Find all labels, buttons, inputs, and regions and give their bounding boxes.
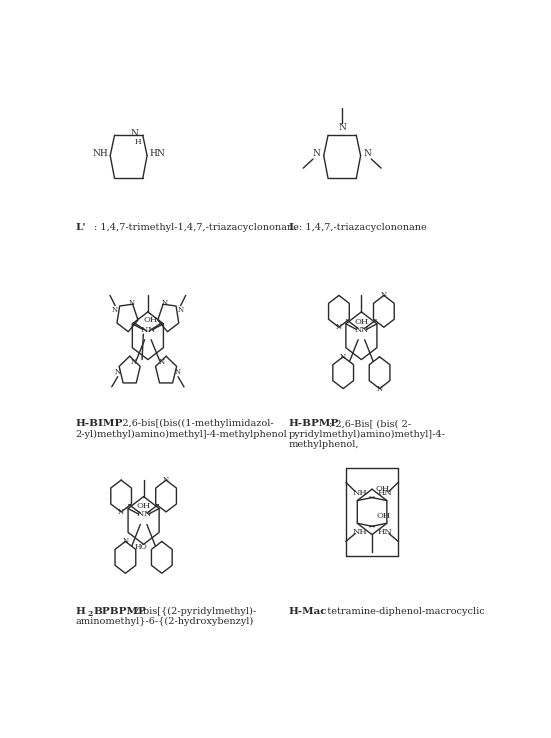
Text: N: N xyxy=(354,325,362,334)
Text: N: N xyxy=(115,368,121,376)
Text: N: N xyxy=(336,323,342,331)
Text: 2: 2 xyxy=(88,610,93,618)
Text: H-Mac: H-Mac xyxy=(289,607,327,615)
Text: N: N xyxy=(313,149,321,159)
Text: OH: OH xyxy=(376,512,391,520)
Text: BPBPMP: BPBPMP xyxy=(93,607,146,615)
Text: aminomethyl}-6-{(2-hydroxybenzyl): aminomethyl}-6-{(2-hydroxybenzyl) xyxy=(75,617,253,626)
Text: H: H xyxy=(75,607,85,615)
Text: OH: OH xyxy=(137,503,151,510)
Text: OH: OH xyxy=(143,317,158,325)
Text: : 2-bis[{(2-pyridylmethyl)-: : 2-bis[{(2-pyridylmethyl)- xyxy=(127,607,256,616)
Text: N: N xyxy=(122,537,128,545)
Text: 2-yl)methyl)amino)methyl]-4-methylphenol: 2-yl)methyl)amino)methyl]-4-methylphenol xyxy=(75,430,287,438)
Text: N: N xyxy=(163,476,169,484)
Text: HN: HN xyxy=(150,149,166,159)
Text: N: N xyxy=(340,353,346,361)
Text: N: N xyxy=(381,292,387,300)
Text: : 1,4,7,-triazacyclononane: : 1,4,7,-triazacyclononane xyxy=(300,224,427,232)
Text: N: N xyxy=(175,368,181,376)
Text: pyridylmethyl)amino)methyl]-4-: pyridylmethyl)amino)methyl]-4- xyxy=(289,430,446,438)
Text: N: N xyxy=(137,510,144,518)
Text: OH: OH xyxy=(354,317,369,325)
Text: N: N xyxy=(118,508,124,516)
Text: N: N xyxy=(361,325,368,334)
Text: N: N xyxy=(159,359,165,367)
Text: N: N xyxy=(130,129,138,138)
Text: OH: OH xyxy=(375,485,390,493)
Text: N: N xyxy=(112,306,118,314)
Text: N: N xyxy=(128,300,134,307)
Text: N: N xyxy=(141,325,148,334)
Text: N: N xyxy=(161,300,168,307)
Text: HN: HN xyxy=(377,489,392,497)
Text: L': L' xyxy=(75,224,86,232)
Text: N: N xyxy=(177,306,183,314)
Text: H: H xyxy=(135,138,142,146)
Text: H-BIMP: H-BIMP xyxy=(75,419,123,428)
Text: N: N xyxy=(148,325,155,334)
Text: N: N xyxy=(143,510,150,518)
Text: : 2,6-Bis[ (bis( 2-: : 2,6-Bis[ (bis( 2- xyxy=(329,419,412,428)
Text: NH: NH xyxy=(352,489,367,497)
Text: : tetramine-diphenol-macrocyclic: : tetramine-diphenol-macrocyclic xyxy=(321,607,484,615)
Text: NH: NH xyxy=(352,528,367,537)
Text: HO: HO xyxy=(135,543,148,551)
Text: HN: HN xyxy=(377,528,392,537)
Text: N: N xyxy=(338,123,346,131)
Text: methylphenol,: methylphenol, xyxy=(289,440,359,449)
Text: L: L xyxy=(289,224,296,232)
Text: N: N xyxy=(376,384,382,393)
Text: : 2,6-bis[(bis((1-methylimidazol-: : 2,6-bis[(bis((1-methylimidazol- xyxy=(116,419,273,428)
Text: H-BPMP: H-BPMP xyxy=(289,419,339,428)
Text: : 1,4,7-trimethyl-1,4,7,-triazacyclononane: : 1,4,7-trimethyl-1,4,7,-triazacyclonona… xyxy=(95,224,299,232)
Text: N: N xyxy=(364,149,371,159)
Text: NH: NH xyxy=(93,149,109,159)
Text: N: N xyxy=(131,359,137,367)
